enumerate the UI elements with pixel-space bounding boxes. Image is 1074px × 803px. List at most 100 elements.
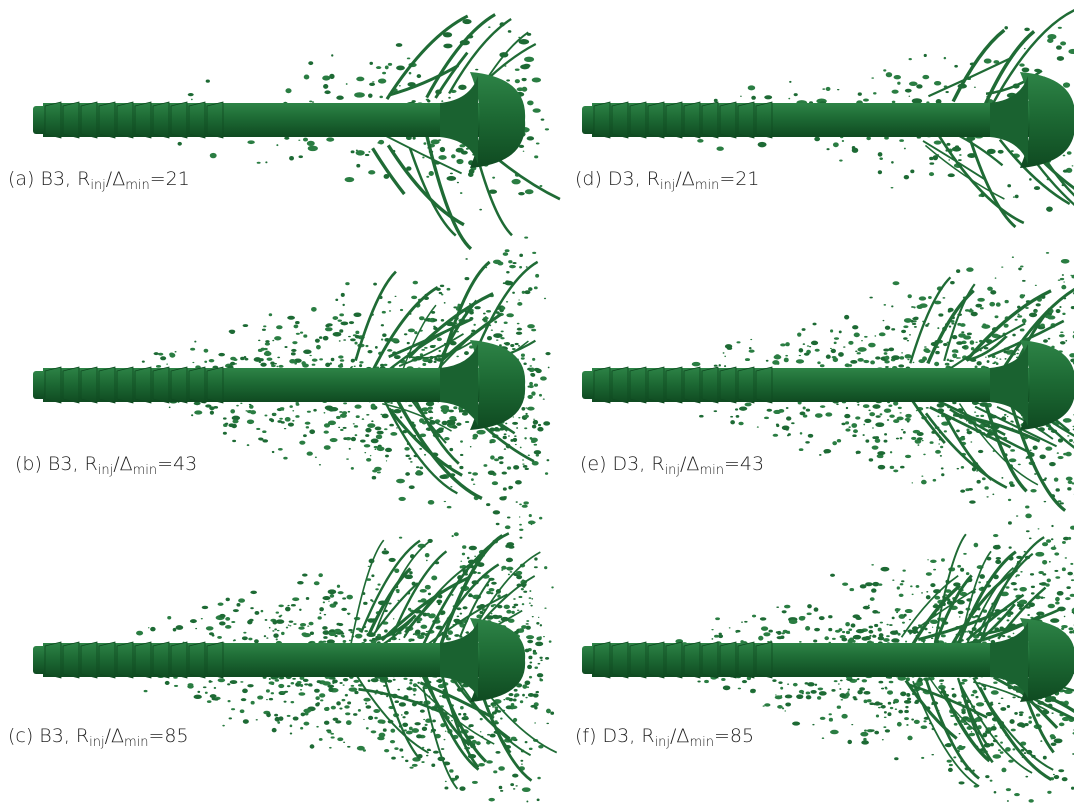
droplet xyxy=(510,344,514,347)
droplet xyxy=(829,713,832,715)
droplet xyxy=(354,92,365,97)
droplet xyxy=(777,636,783,639)
caption-subscript: min xyxy=(689,735,714,750)
droplet xyxy=(319,607,324,611)
droplet xyxy=(424,454,426,456)
droplet xyxy=(1020,329,1025,332)
droplet xyxy=(526,623,529,625)
droplet xyxy=(806,695,812,699)
jet-panel xyxy=(582,10,1074,230)
droplet xyxy=(856,617,862,620)
droplet xyxy=(356,77,364,82)
droplet xyxy=(346,695,348,697)
droplet xyxy=(858,92,862,95)
droplet xyxy=(848,689,850,691)
droplet xyxy=(519,628,525,633)
droplet xyxy=(906,724,908,726)
droplet xyxy=(338,427,340,428)
droplet xyxy=(1044,501,1047,502)
droplet xyxy=(339,329,343,332)
droplet xyxy=(454,634,459,637)
droplet xyxy=(847,691,849,692)
droplet xyxy=(504,342,508,344)
jet-flare xyxy=(990,344,1028,426)
droplet xyxy=(311,307,317,312)
droplet xyxy=(320,699,323,701)
droplet xyxy=(872,635,876,638)
droplet xyxy=(457,616,460,618)
droplet xyxy=(363,749,366,751)
droplet xyxy=(1013,588,1017,590)
droplet xyxy=(878,465,886,470)
droplet xyxy=(330,594,335,598)
droplet xyxy=(281,409,284,410)
droplet xyxy=(1039,454,1045,459)
droplet xyxy=(521,407,525,411)
droplet xyxy=(1008,521,1012,524)
droplet xyxy=(299,441,305,445)
droplet xyxy=(736,415,740,418)
droplet xyxy=(249,405,254,409)
droplet xyxy=(902,569,905,571)
figure: (a) B3, Rinj/Δmin=21(b) B3, Rinj/Δmin=43… xyxy=(0,0,1074,803)
droplet xyxy=(527,100,534,105)
droplet xyxy=(952,335,957,339)
droplet xyxy=(480,731,481,732)
droplet xyxy=(787,683,789,685)
droplet xyxy=(768,630,772,633)
droplet xyxy=(904,175,909,179)
jet-ridge xyxy=(81,642,97,678)
droplet xyxy=(524,237,528,239)
droplet xyxy=(1065,557,1067,558)
droplet xyxy=(807,345,810,346)
droplet xyxy=(907,736,912,741)
droplet xyxy=(1060,278,1064,280)
droplet xyxy=(500,337,504,339)
droplet xyxy=(952,693,957,697)
droplet xyxy=(1008,499,1011,501)
droplet xyxy=(1004,26,1008,29)
droplet xyxy=(993,682,997,684)
droplet xyxy=(286,627,288,629)
droplet xyxy=(1065,452,1071,457)
droplet xyxy=(1022,67,1030,72)
droplet xyxy=(513,438,518,442)
droplet xyxy=(452,535,454,537)
droplet xyxy=(531,440,536,443)
droplet xyxy=(349,640,351,642)
droplet xyxy=(864,419,871,423)
droplet xyxy=(441,748,445,750)
droplet xyxy=(888,702,892,705)
droplet xyxy=(527,136,534,140)
droplet xyxy=(1058,769,1064,772)
droplet xyxy=(993,724,995,726)
droplet xyxy=(465,277,470,280)
droplet xyxy=(913,430,920,434)
droplet xyxy=(428,593,431,596)
droplet xyxy=(254,357,262,362)
droplet xyxy=(365,434,369,437)
droplet xyxy=(738,422,743,426)
droplet xyxy=(1021,749,1025,751)
droplet xyxy=(331,358,335,361)
droplet xyxy=(1025,514,1032,519)
droplet xyxy=(1012,256,1014,258)
droplet xyxy=(233,609,239,612)
droplet xyxy=(1058,279,1061,280)
droplet xyxy=(520,700,523,703)
droplet xyxy=(230,680,238,684)
droplet xyxy=(342,304,344,306)
caption-text: /Δ xyxy=(680,453,699,475)
droplet xyxy=(414,331,417,334)
droplet xyxy=(539,394,542,397)
droplet xyxy=(699,415,704,418)
droplet xyxy=(355,434,358,436)
droplet xyxy=(952,354,954,356)
droplet xyxy=(499,786,503,789)
droplet xyxy=(878,681,883,684)
droplet xyxy=(514,693,519,696)
jet-ridge xyxy=(612,102,628,138)
droplet xyxy=(456,356,459,358)
droplet xyxy=(377,431,384,435)
droplet xyxy=(826,148,829,150)
